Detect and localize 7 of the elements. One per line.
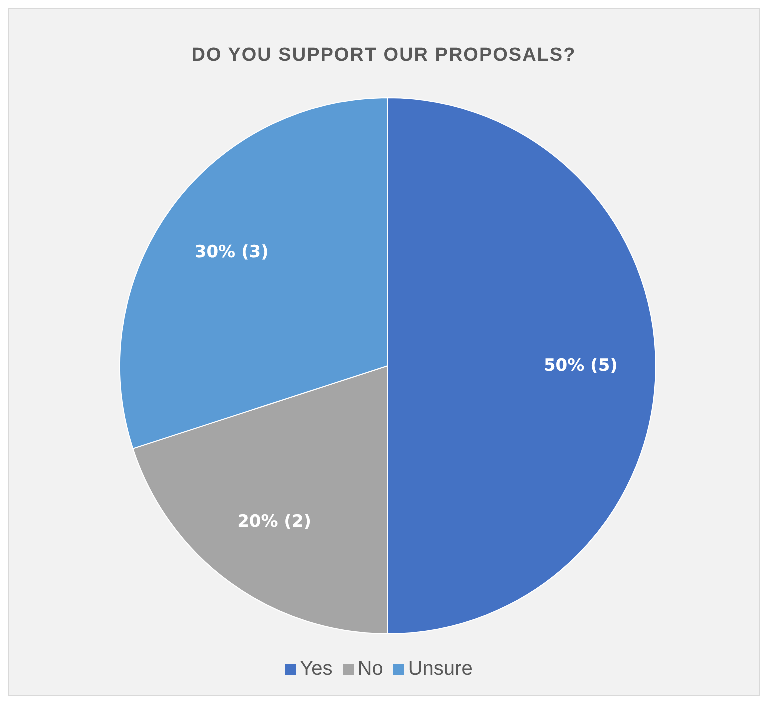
legend-label: No [358,658,384,680]
chart-title: DO YOU SUPPORT OUR PROPOSALS? [190,45,578,67]
legend-label: Unsure [408,658,473,680]
data-label: 50% (5) [544,356,618,376]
legend-label: Yes [300,658,333,680]
data-label: 30% (3) [194,242,269,263]
data-label: 20% (2) [238,512,312,532]
